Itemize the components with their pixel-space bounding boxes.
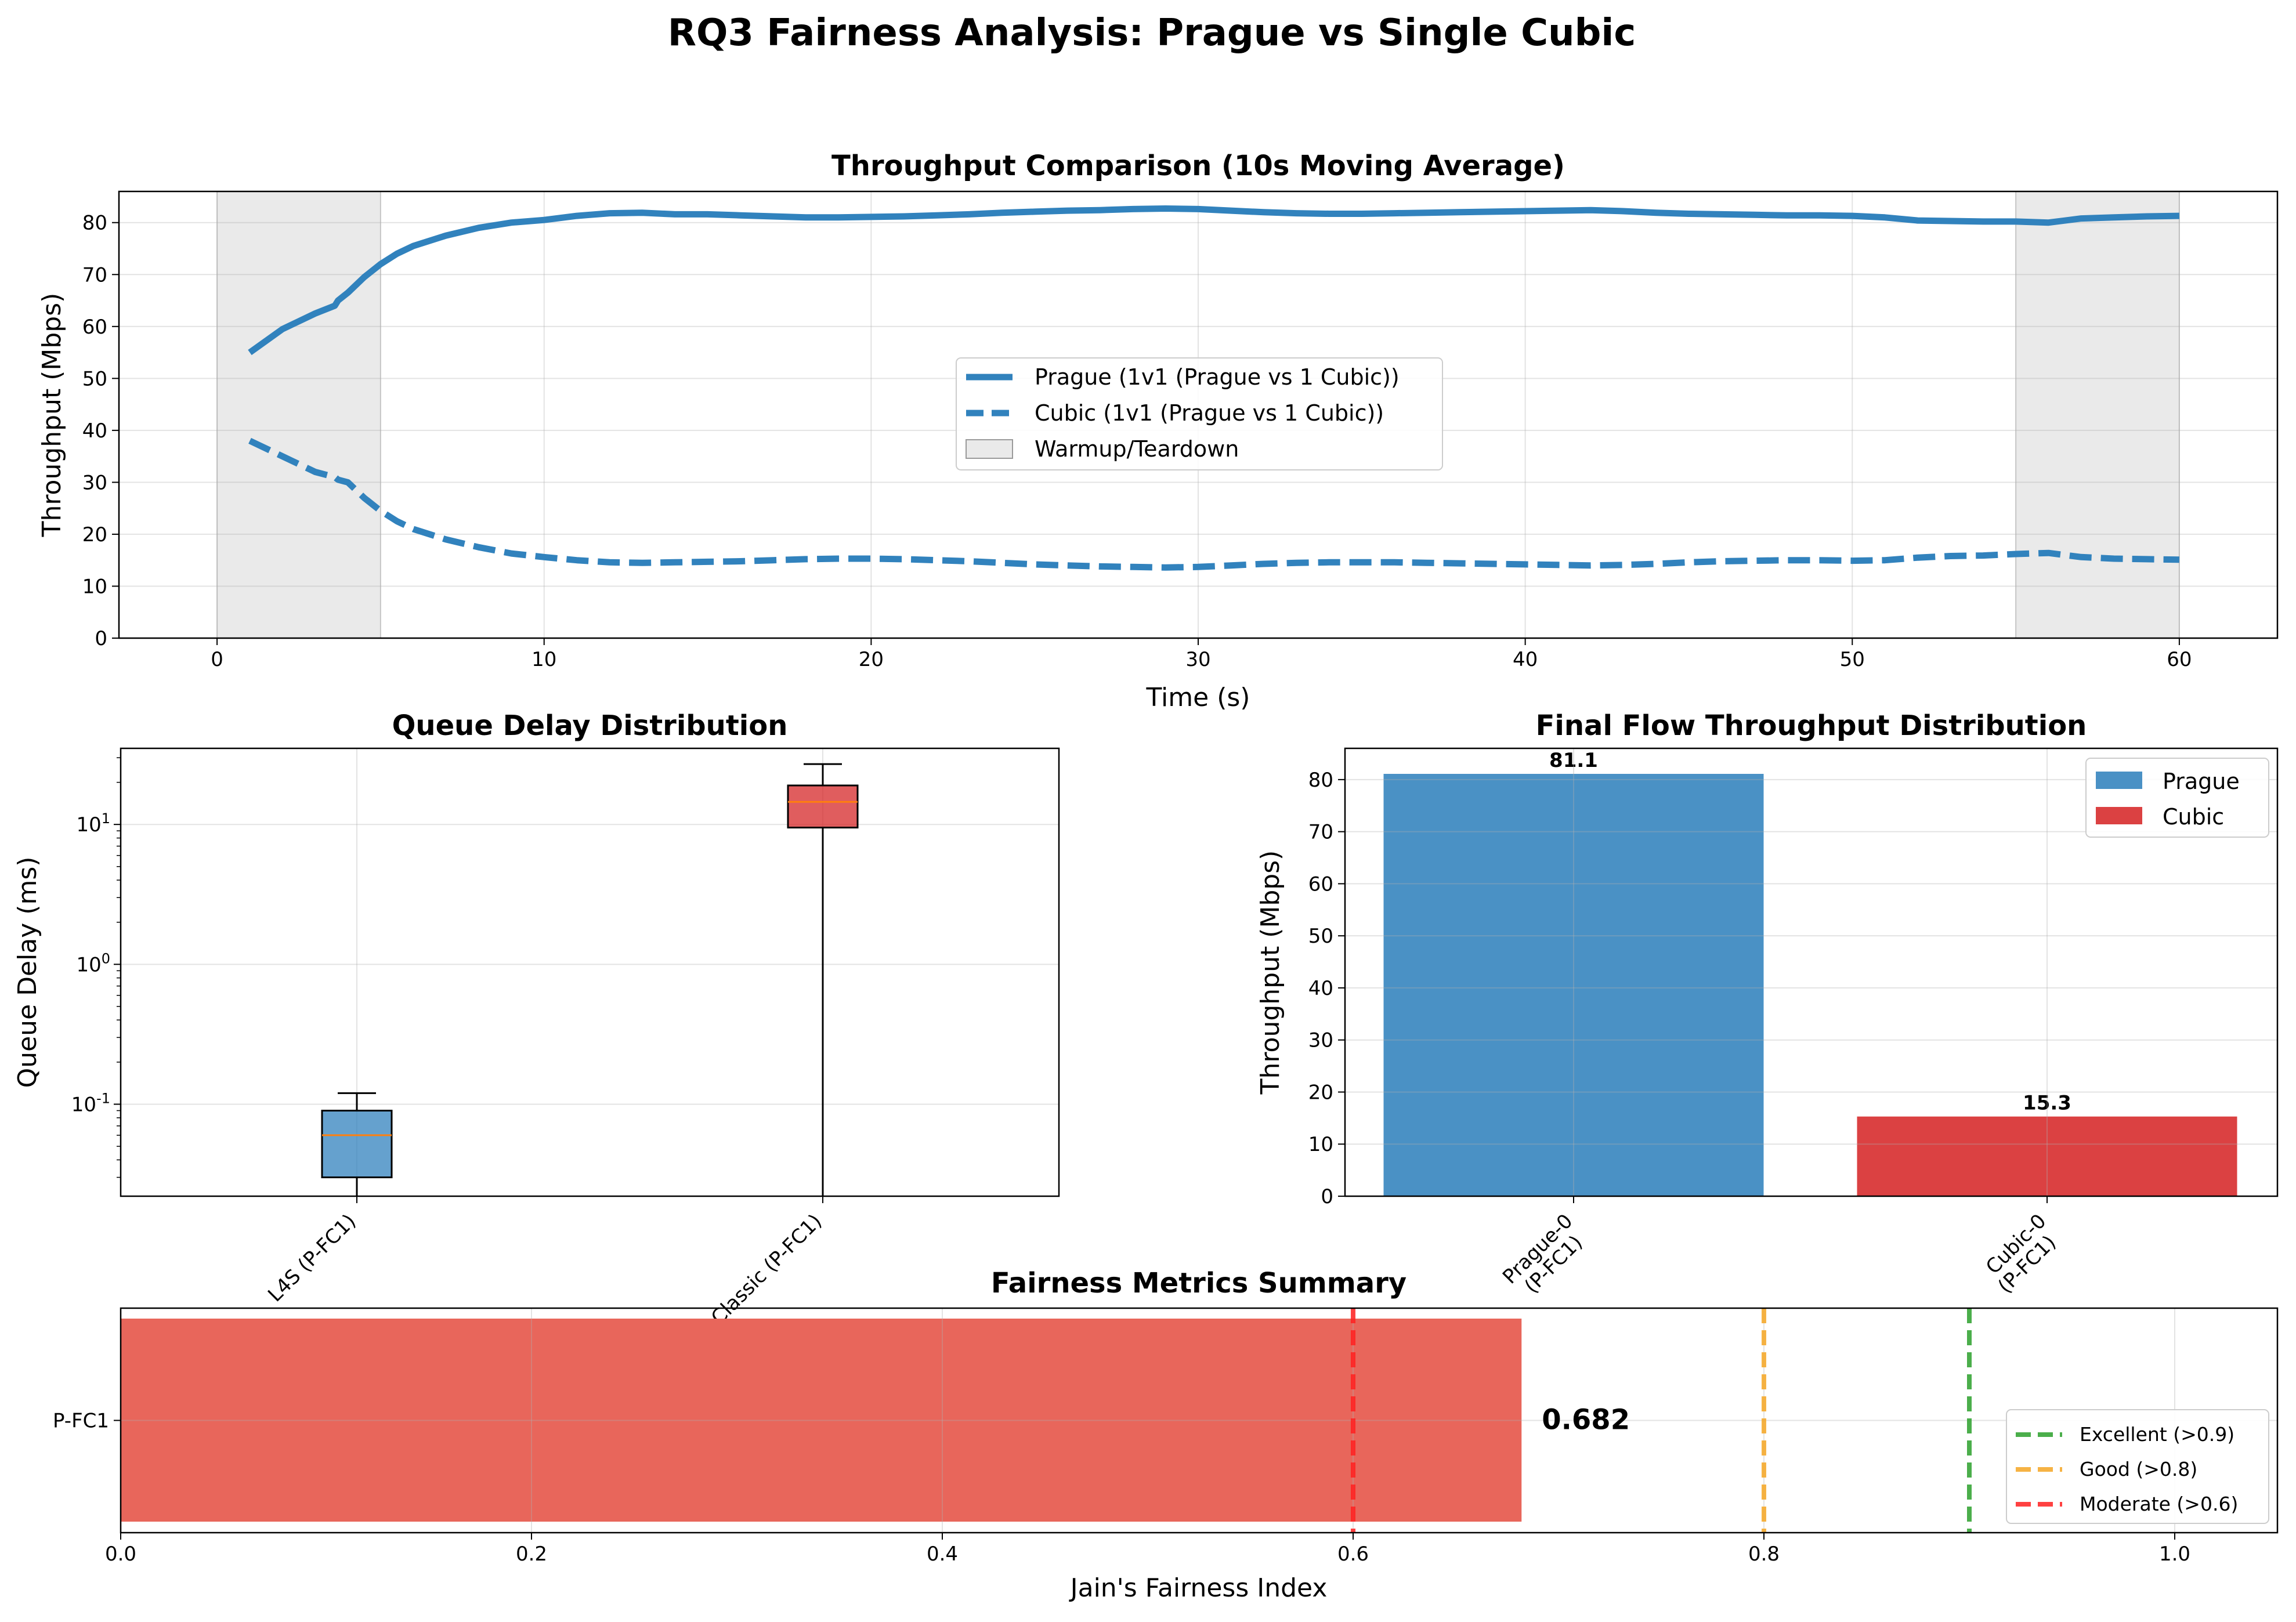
throughput-legend: Prague (1v1 (Prague vs 1 Cubic)) Cubic (1… [956,357,1443,470]
final-throughput-chart-title: Final Flow Throughput Distribution [1536,709,2087,742]
throughput-chart-body: 0 10 20 30 40 50 60 0 10 20 30 40 50 60 70 80 [82,190,2279,671]
x-tick-label: 0.2 [516,1543,547,1566]
y-tick-label: 0 [1321,1185,1333,1208]
fairness-bar-chart: 0.682 0.0 0.2 0.4 0.6 0.8 1.0 P-FC1 Fairness Me… [53,1267,2279,1603]
x-tick-label: 50 [1840,648,1865,671]
x-tick-label: Cubic-0(P-FC1) [1978,1210,2066,1298]
cubic-bar [1857,1116,2237,1196]
legend-cubic-swatch [2096,807,2142,824]
x-tick-label: 0.0 [105,1543,136,1566]
bar-value-label: 15.3 [2023,1092,2071,1115]
x-tick-label: Classic (P-FC1) [707,1210,826,1329]
fairness-value-label: 0.682 [1542,1404,1630,1436]
throughput-line-chart: Throughput Comparison (10s Moving Averag… [37,150,2279,712]
x-tick-label: Prague-0(P-FC1) [1498,1210,1593,1304]
moderate-legend-label: Moderate (>0.6) [2080,1493,2238,1515]
y-tick-label: 80 [1308,769,1333,792]
fairness-chart-body: 0.682 0.0 0.2 0.4 0.6 0.8 1.0 P-FC1 [53,1307,2279,1566]
y-tick-label: 70 [1308,821,1333,844]
legend-prague-swatch [2096,772,2142,789]
queue-delay-chart-title: Queue Delay Distribution [392,709,788,742]
y-tick-label: 50 [1308,925,1333,948]
warmup-teardown-region-1 [2015,191,2180,639]
l4s-box [321,1109,393,1179]
y-tick-label: 30 [1308,1029,1333,1052]
legend-prague-label: Prague [2163,769,2240,794]
y-tick-label: 20 [82,523,107,546]
good-legend-label: Good (>0.8) [2080,1458,2197,1480]
queue-delay-box-chart: Queue Delay Distribution 10-1 100 101 L4S (… [13,709,1060,1329]
y-tick-label: 50 [82,367,107,390]
fairness-x-axis-label: Jain's Fairness Index [1069,1573,1328,1603]
y-tick-label: 0 [95,627,107,650]
x-tick-label: L4S (P-FC1) [263,1210,360,1306]
warmup-teardown-region-0 [216,191,381,639]
y-tick-label: 40 [1308,977,1333,1000]
y-tick-label: 70 [82,263,107,287]
throughput-chart-title: Throughput Comparison (10s Moving Averag… [831,150,1565,182]
final-throughput-bar-chart: Final Flow Throughput Distribution 81.1 1… [1256,709,2279,1304]
legend-warmup-label: Warmup/Teardown [1035,436,1239,462]
fairness-legend: Excellent (>0.9) Good (>0.8) Moderate (>0.… [2006,1409,2269,1524]
legend-frame [2006,1409,2269,1524]
x-tick-label: 20 [859,648,884,671]
bar-value-label: 81.1 [1549,749,1598,772]
legend-cubic-label: Cubic [2163,804,2224,830]
y-tick-label: 80 [82,212,107,235]
x-tick-label: 30 [1185,648,1210,671]
throughput-y-axis-label: Throughput (Mbps) [37,293,67,538]
final-throughput-legend: Prague Cubic [2085,758,2269,838]
prague-bar [1383,773,1764,1196]
figure-suptitle: RQ3 Fairness Analysis: Prague vs Single … [668,12,1636,55]
legend-prague-label: Prague (1v1 (Prague vs 1 Cubic)) [1035,364,1400,390]
y-tick-label: 20 [1308,1081,1333,1104]
y-tick-label: 10 [1308,1133,1333,1156]
x-tick-label: 0.8 [1748,1543,1780,1566]
x-tick-label: 0.6 [1337,1543,1369,1566]
fairness-chart-title: Fairness Metrics Summary [991,1267,1406,1299]
cubic-throughput-line [248,437,2179,571]
y-tick-label: 10-1 [71,1090,110,1116]
legend-cubic-label: Cubic (1v1 (Prague vs 1 Cubic)) [1035,400,1384,426]
prague-throughput-line [248,205,2179,356]
x-tick-label: 60 [2167,648,2192,671]
x-tick-label: 0 [211,648,223,671]
legend-warmup-swatch [966,439,1013,459]
excellent-legend-label: Excellent (>0.9) [2080,1423,2234,1446]
classic-box [787,784,859,829]
y-tick-label: P-FC1 [53,1410,109,1433]
y-tick-label: 100 [76,950,110,976]
y-tick-label: 10 [82,575,107,598]
y-tick-label: 60 [82,316,107,339]
legend-frame [956,357,1443,470]
x-tick-label: 1.0 [2159,1543,2190,1566]
y-tick-label: 30 [82,471,107,494]
x-tick-label: 40 [1513,648,1538,671]
fairness-bar-p-fc1 [121,1319,1522,1522]
y-tick-label: 60 [1308,872,1333,896]
queue-delay-plot-frame [120,747,1060,1197]
final-throughput-plot-frame [1344,747,2279,1197]
y-tick-label: 40 [82,419,107,443]
queue-delay-chart-body: 10-1 100 101 L4S (P-FC1) Classic (P-FC1) [71,747,1060,1329]
queue-delay-y-axis-label: Queue Delay (ms) [13,857,42,1088]
x-tick-label: 0.4 [927,1543,958,1566]
y-tick-label: 101 [76,810,110,837]
throughput-x-axis-label: Time (s) [1146,683,1250,712]
x-tick-label: 10 [531,648,556,671]
final-throughput-y-axis-label: Throughput (Mbps) [1256,850,1285,1095]
